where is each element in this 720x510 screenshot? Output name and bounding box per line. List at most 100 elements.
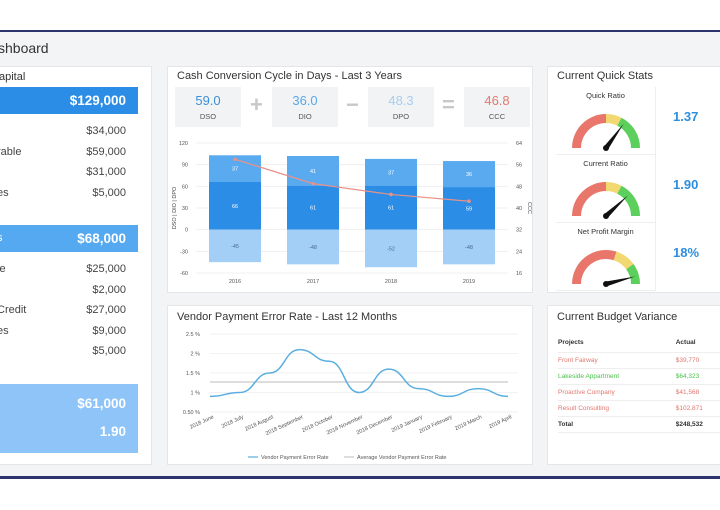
kpi-value: 59.0 (195, 93, 221, 108)
gauge-segment (605, 114, 621, 126)
row-value: $31,000 (86, 166, 126, 179)
ccc-panel: Cash Conversion Cycle in Days - Last 3 Y… (167, 66, 533, 293)
gauge-cell: Current Ratio (556, 155, 656, 223)
bar-data-label: -48 (309, 245, 317, 251)
quick-stat-value: 1.90 (673, 177, 699, 192)
row-value: $5,000 (92, 345, 126, 358)
x-tick-label: 2019 (463, 279, 475, 285)
budget-row[interactable]: Front Fairway $39,770 (558, 352, 720, 369)
panel-title: apital (0, 71, 26, 83)
y-tick-label: 30 (182, 206, 188, 212)
working-capital-summary: $61,000 1.90 (0, 384, 138, 453)
x-tick-label: 2019 March (454, 414, 483, 432)
budget-row[interactable]: Lakeside Appartment $64,323 (558, 368, 720, 385)
panel-title: Vendor Payment Error Rate - Last 12 Mont… (177, 311, 398, 323)
row-label: rable (0, 145, 22, 158)
budget-row[interactable]: Result Consulting $102,871 (558, 400, 720, 417)
bar-data-label: 61 (388, 206, 394, 212)
ccc-point (311, 181, 315, 186)
capital-row: t$2,000 (0, 284, 138, 300)
row-label: es (0, 187, 9, 200)
y-tick-label: 0 (185, 228, 188, 234)
capital-row: Credit $27,000 (0, 304, 138, 320)
label: s (0, 232, 3, 244)
equals-icon: = (442, 92, 455, 117)
current-assets-bar: $129,000 (0, 87, 138, 114)
y2-tick-label: 40 (516, 206, 522, 212)
y2-tick-label: 64 (516, 141, 522, 147)
x-tick-label: 2017 (307, 279, 319, 285)
project-name: Result Consulting (558, 400, 676, 417)
y-tick-label: 60 (182, 184, 188, 190)
minus-icon: − (346, 92, 359, 117)
column-header: Actual (675, 334, 720, 353)
gauge-icon (571, 114, 640, 151)
quick-stat-value: 18% (673, 245, 700, 260)
legend-label: Average Vendor Payment Error Rate (357, 455, 446, 461)
y2-axis-label: CCC (526, 202, 532, 214)
ccc-bar-chart: -60 -30 0 30 60 90 120 16 24 32 40 48 56 64 DSO | DIO … (172, 141, 532, 285)
ccc-line (234, 158, 470, 202)
bar-dio (287, 156, 339, 186)
gauge-needle (603, 123, 624, 150)
y-axis-label: DSO | DIO | DPO (172, 186, 178, 229)
gauge-segment (625, 264, 640, 284)
project-actual: $39,770 (675, 352, 720, 369)
x-tick-label: 2018 (385, 279, 397, 285)
row-value: $2,000 (92, 283, 126, 296)
kpi-dpo: 48.3 DPO (368, 87, 434, 127)
y-tick-label: 2.5 % (186, 332, 200, 338)
capital-row: es $9,000 (0, 325, 138, 341)
bar-data-label: 41 (310, 169, 316, 175)
kpi-dio: 36.0 DIO (272, 87, 338, 127)
y2-tick-label: 48 (516, 184, 522, 190)
row-value: $5,000 (92, 187, 126, 200)
ccc-point (389, 192, 393, 197)
bar-data-label: -45 (231, 244, 239, 250)
capital-row: $31,000 (0, 166, 138, 182)
kpi-label: DPO (392, 112, 410, 121)
bar-dpo (443, 229, 495, 265)
y2-tick-label: 16 (516, 271, 522, 277)
panel-title: Cash Conversion Cycle in Days - Last 3 Y… (177, 70, 402, 82)
plus-icon: + (250, 92, 263, 117)
y2-tick-label: 24 (516, 249, 522, 255)
gauge-label: Net Profit Margin (577, 227, 634, 236)
gauge-needle (604, 276, 635, 287)
capital-row: le $25,000 (0, 263, 138, 279)
kpi-value: 36.0 (292, 93, 318, 108)
y-tick-label: -60 (180, 271, 188, 277)
gauge-needle-hub (602, 213, 609, 219)
x-tick-label: 2019 April (488, 414, 513, 430)
gauge-segment (613, 251, 634, 270)
row-value: $34,000 (86, 125, 126, 137)
bar-dso (287, 185, 339, 230)
current-ratio-value: 1.90 (99, 424, 126, 439)
budget-row[interactable]: Proactive Company $41,568 (558, 384, 720, 401)
bar-dio (365, 158, 417, 186)
y-tick-label: -30 (180, 249, 188, 255)
y-tick-label: 0.50 % (183, 410, 200, 416)
kpi-label: DIO (298, 112, 312, 121)
gauge-needle (603, 195, 628, 218)
bar-dso (443, 187, 495, 230)
y-tick-label: 1.5 % (186, 371, 200, 377)
y2-tick-label: 56 (516, 163, 522, 169)
x-tick-label: 2018 July (221, 414, 245, 429)
kpi-value: 48.3 (388, 93, 414, 108)
bar-dpo (287, 229, 339, 265)
gauge-icon (571, 182, 640, 219)
gauge-icon (571, 250, 640, 287)
bar-data-label: 66 (232, 204, 238, 210)
vendor-error-panel: Vendor Payment Error Rate - Last 12 Mont… (167, 305, 533, 465)
vendor-error-line-chart: 0.50 % 1 % 1.5 % 2 % 2.5 % 2018 June 2018 July… (183, 332, 518, 461)
gauge-segment (571, 250, 617, 284)
gauge-segment (616, 117, 640, 148)
x-tick-label: 2019 February (418, 414, 453, 435)
budget-table: Projects Actual Front Fairway $39,770 Lakes… (558, 334, 720, 433)
gauge-needle-hub (602, 281, 609, 287)
capital-row: $34,000 (0, 125, 138, 141)
row-label: le (0, 263, 6, 275)
bar-data-label: -52 (387, 246, 395, 252)
total-label: Total (558, 416, 676, 433)
